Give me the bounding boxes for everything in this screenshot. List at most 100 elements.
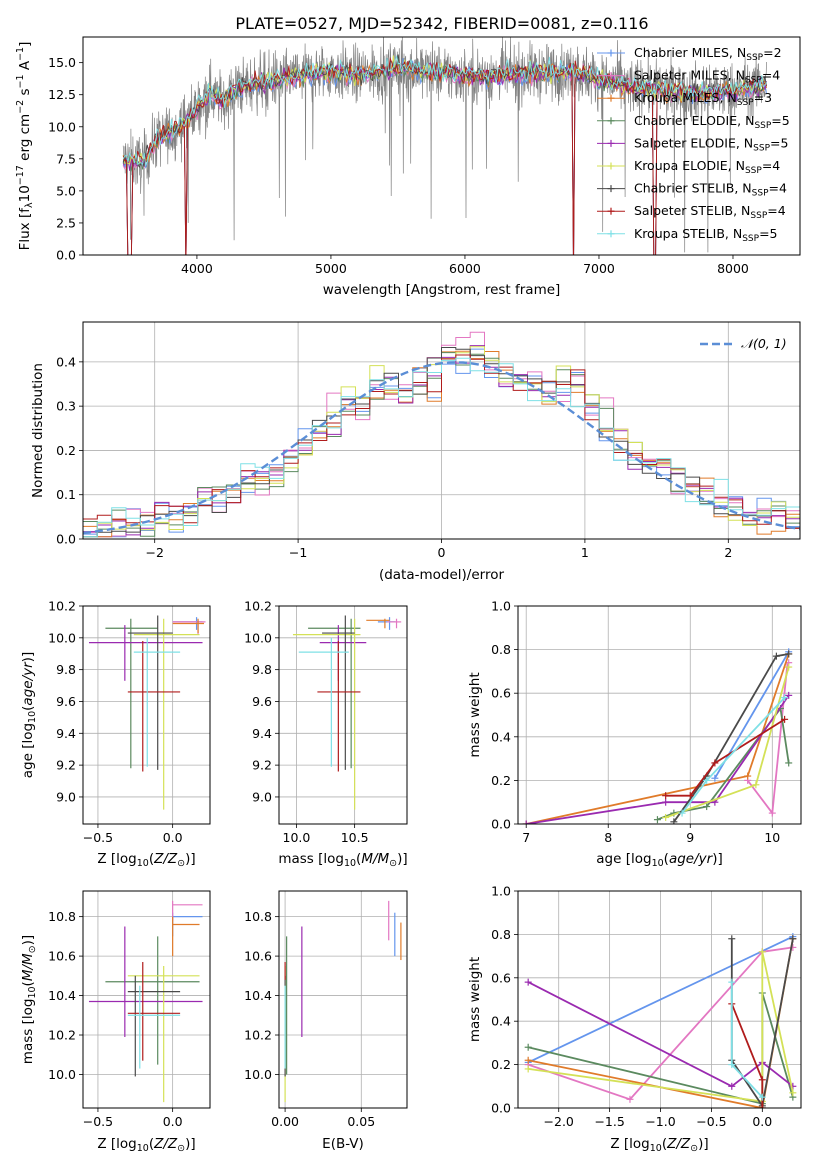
mass_vs_EBV-axes: 0.00 0.05 10.0 10.2 10.4 10.6 10.8 E(B-V) (244, 890, 408, 1152)
y-axis-label: mass weight (467, 672, 483, 757)
y-axis-label-part: −17 (15, 165, 26, 185)
y-tick-label: 10.6 (244, 949, 272, 964)
legend-label: Chabrier STELIB, NSSP=4 (634, 181, 787, 199)
y-axis-label-part: A (17, 60, 33, 74)
legend-label: Salpeter STELIB, NSSP=4 (634, 203, 786, 221)
x-tick-label: −1.0 (645, 1114, 675, 1129)
y-tick-label: 12.5 (48, 87, 76, 102)
y-tick-label: 0.2 (491, 1057, 511, 1072)
x-tick-label: 7000 (583, 261, 615, 276)
axes-frame (278, 890, 408, 1109)
legend-label-sub: SSP (742, 234, 759, 244)
y-tick-label: 1.0 (491, 599, 511, 614)
x-tick-label: 0.0 (163, 1114, 183, 1129)
legend: Chabrier MILES, NSSP=2 Salpeter MILES, NS… (597, 45, 790, 244)
y-axis-label: mass weight (467, 957, 483, 1042)
age_vs_mass-axes: 10.0 10.5 9.0 9.2 9.4 9.6 9.8 10.0 10.2 mass [log… (244, 599, 408, 870)
x-tick-label: 8000 (717, 261, 749, 276)
x-axis-label-part: M/M (361, 851, 389, 867)
legend-label-main: Chabrier ELODIE, N (634, 113, 754, 128)
x-axis-label-part: Z [log (610, 1136, 649, 1152)
x-tick-label: 0.00 (271, 1114, 299, 1129)
y-tick-label: 9.2 (252, 758, 272, 773)
y-axis-label: Flux [fλ10−17 erg cm−2 s−1 A−1] (15, 42, 35, 251)
chart-title: PLATE=0527, MJD=52342, FIBERID=0081, z=0… (235, 14, 648, 33)
x-axis-label-part: Z [log (97, 851, 136, 867)
legend-label: Kroupa ELODIE, NSSP=4 (634, 158, 780, 176)
x-axis-label-part: )] (185, 1136, 196, 1152)
legend-label-suffix: =5 (759, 226, 777, 241)
y-axis-label-part: Flux [f (17, 207, 33, 251)
x-axis-label-part: age/yr (669, 851, 714, 867)
y-axis-label: age [log10(age/yr)] (20, 652, 38, 778)
normal-legend-label: 𝒩(0, 1) (741, 336, 787, 351)
x-tick-label: 4000 (181, 261, 213, 276)
x-axis-label-part: ⊙ (177, 1143, 185, 1154)
x-axis-label-part: Z/Z (666, 1136, 691, 1152)
weight_vs_Z-axes: −2.0 −1.5 −1.0 −0.5 0.0 0.0 0.2 0.4 0.6 0.8 1.0 Z [… (467, 884, 802, 1154)
y-tick-label: 0.4 (491, 729, 511, 744)
x-axis-label-part: 10 (650, 1143, 662, 1154)
x-axis-label-part: ( (356, 851, 361, 867)
weight-line-chabrier_miles (714, 651, 790, 779)
weight-line-chabrier_stelib (673, 653, 789, 823)
y-tick-label: 9.0 (252, 789, 272, 804)
x-axis-label-part: ⊙ (690, 1143, 698, 1154)
y-tick-label: 10.2 (48, 1028, 76, 1043)
x-axis-label-part: )] (185, 851, 196, 867)
legend-label-suffix: =5 (771, 113, 789, 128)
x-axis-label: Z [log10(Z/Z⊙)] (97, 1136, 195, 1154)
legend-label-main: Kroupa ELODIE, N (634, 158, 745, 173)
legend-label: Salpeter ELODIE, NSSP=5 (634, 135, 788, 153)
y-tick-label: 0.0 (491, 817, 511, 832)
y-tick-label: 0.3 (56, 399, 76, 414)
legend-label-main: Salpeter ELODIE, N (634, 135, 753, 150)
y-tick-label: 10.4 (48, 988, 76, 1003)
mass_vs_Z-plot-area (88, 900, 203, 1103)
legend-label-sub: SSP (752, 189, 769, 199)
x-tick-label: −1 (289, 545, 307, 560)
legend-label: Chabrier MILES, NSSP=2 (634, 45, 782, 63)
age_vs_Z-axes: −0.5 0.09.09.29.49.69.810.010.2Z [log10(Z… (20, 599, 211, 869)
weight_vs_Z-plot-area (524, 933, 797, 1108)
x-tick-label: −0.5 (83, 1114, 113, 1129)
legend-label: Kroupa STELIB, NSSP=5 (634, 226, 778, 244)
weight-line-kroupa_stelib (681, 696, 786, 814)
legend-label-main: Kroupa MILES, N (634, 90, 737, 105)
weight-line-salpeter_stelib (665, 718, 786, 797)
x-axis-label-part: Z [log (97, 1136, 136, 1152)
axes-frame (82, 36, 801, 256)
legend-label-sub: SSP (753, 143, 770, 153)
y-tick-label: 9.4 (252, 726, 272, 741)
x-tick-label: 6000 (449, 261, 481, 276)
y-tick-label: 0.6 (491, 686, 511, 701)
x-tick-label: 0.0 (752, 1114, 772, 1129)
y-axis-label-part: mass [log (20, 999, 36, 1065)
residuals-plot-area (83, 331, 800, 538)
x-tick-label: 8 (604, 830, 612, 845)
legend-label: Salpeter MILES, NSSP=4 (634, 68, 780, 86)
x-axis-label-part: 10 (137, 1143, 149, 1154)
histogram-kroupa_stelib (83, 357, 800, 538)
y-tick-label: 10.6 (48, 949, 76, 964)
age_vs_mass-plot-area (292, 615, 402, 810)
x-tick-label: 5000 (315, 261, 347, 276)
x-axis-label-part: ( (149, 851, 154, 867)
x-axis-label-part: 10 (344, 858, 356, 869)
x-axis-label-part: ( (662, 1136, 667, 1152)
mass_vs_EBV-plot-area (284, 900, 402, 1103)
residuals-axes: −2 −1 0 1 2 0.0 0.1 0.2 0.3 0.4 𝒩(0, 1) (data-model… (30, 321, 801, 583)
x-axis-label: wavelength [Angstrom, rest frame] (323, 282, 561, 298)
y-axis-label-part: ( (20, 981, 36, 986)
x-axis-label-part: Z/Z (153, 851, 178, 867)
x-axis-label-part: )] (712, 851, 723, 867)
x-tick-label: 0 (438, 545, 446, 560)
legend-label-main: Salpeter STELIB, N (634, 203, 750, 218)
y-tick-label: 0.6 (491, 970, 511, 985)
weight-line-kroupa_miles (526, 653, 790, 824)
x-axis-label-part: 10 (652, 858, 664, 869)
x-axis-label-part: ⊙ (389, 858, 397, 869)
x-axis-label-part: age [log (596, 851, 651, 867)
legend-label-sub: SSP (754, 121, 771, 131)
